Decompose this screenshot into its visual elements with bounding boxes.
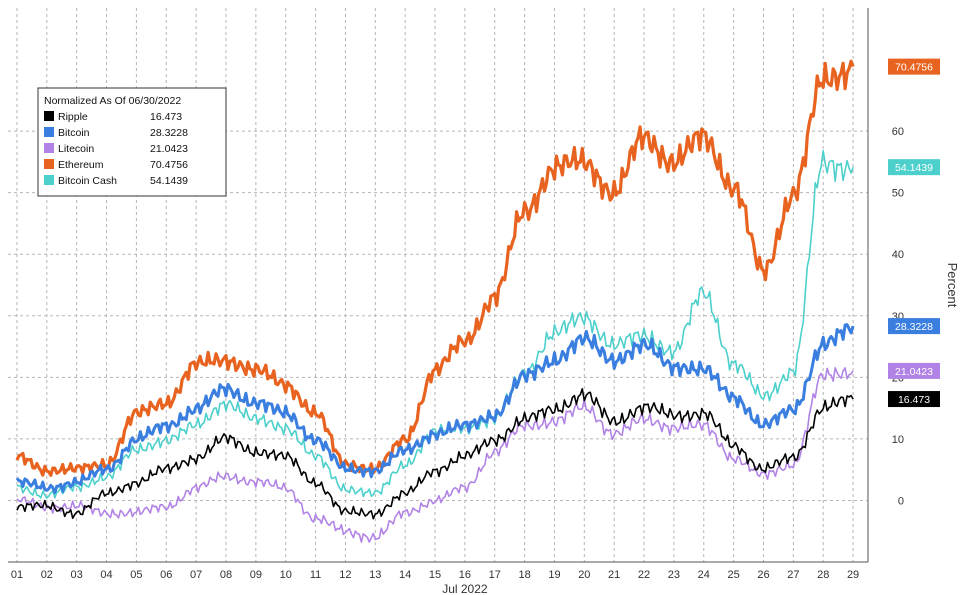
last-value-tag: 16.473 — [888, 391, 940, 408]
x-tick-label: 26 — [757, 569, 769, 581]
legend-item: Bitcoin 28.3228 — [44, 127, 188, 139]
y-axis-title: Percent — [945, 263, 960, 308]
axis-layer — [8, 8, 869, 563]
legend-title: Normalized As Of 06/30/2022 — [44, 95, 181, 107]
legend-item: Ethereum 70.4756 — [44, 159, 188, 171]
last-value-tag-bg — [888, 159, 940, 176]
x-tick-label: 18 — [518, 569, 530, 581]
x-tick-label: 17 — [489, 569, 501, 581]
y-tick-label: 50 — [892, 188, 904, 200]
x-tick-label: 16 — [459, 569, 471, 581]
x-tick-label: 19 — [548, 569, 560, 581]
y-tick-label: 40 — [892, 249, 904, 261]
x-tick-label: 13 — [369, 569, 381, 581]
last-value-tag: 70.4756 — [888, 58, 940, 75]
x-tick-label: 06 — [160, 569, 172, 581]
legend-series-name: Ethereum — [58, 159, 104, 171]
series-line-ethereum — [15, 59, 855, 477]
legend-series-name: Bitcoin Cash — [58, 175, 117, 187]
legend-series-value: 54.1439 — [150, 175, 188, 187]
last-value-tag: 54.1439 — [888, 159, 940, 176]
last-value-tag-bg — [888, 58, 940, 75]
series-line-bitcoin — [15, 323, 855, 495]
legend-swatch — [44, 143, 54, 153]
legend-series-value: 28.3228 — [150, 127, 188, 139]
legend-series-name: Ripple — [58, 111, 88, 123]
x-tick-label: 22 — [638, 569, 650, 581]
x-tick-label: 04 — [100, 569, 112, 581]
legend-box — [37, 87, 227, 197]
x-tick-label: 11 — [310, 569, 321, 581]
x-tick-label: 21 — [608, 569, 620, 581]
x-axis-title: Jul 2022 — [442, 582, 488, 595]
last-value-tag-bg — [888, 391, 940, 408]
x-tick-label: 20 — [578, 569, 590, 581]
legend-series-name: Litecoin — [58, 143, 94, 155]
legend-swatch — [44, 127, 54, 137]
legend-swatch — [44, 159, 54, 169]
x-tick-label: 27 — [787, 569, 799, 581]
last-value-tag-bg — [888, 362, 940, 379]
x-tick-label: 02 — [41, 569, 53, 581]
series-line-litecoin — [16, 366, 854, 543]
legend-swatch — [44, 111, 54, 121]
x-tick-label: 03 — [71, 569, 83, 581]
last-value-label: 16.473 — [898, 394, 930, 406]
x-tick-label: 25 — [728, 569, 740, 581]
x-tick-label: 14 — [399, 569, 411, 581]
last-value-label: 21.0423 — [895, 366, 933, 378]
last-value-label: 70.4756 — [895, 62, 933, 74]
x-tick-label: 08 — [220, 569, 232, 581]
last-value-tag: 21.0423 — [888, 362, 940, 379]
legend-swatch — [44, 175, 54, 185]
last-value-tag-bg — [888, 318, 940, 335]
x-tick-label: 12 — [339, 569, 351, 581]
last-value-tag: 28.3228 — [888, 318, 940, 335]
last-value-label: 28.3228 — [895, 321, 933, 333]
x-tick-label: 01 — [11, 569, 23, 581]
x-tick-label: 28 — [817, 569, 829, 581]
legend-series-value: 21.0423 — [150, 143, 188, 155]
x-tick-label: 29 — [847, 569, 859, 581]
x-tick-label: 07 — [190, 569, 202, 581]
x-tick-label: 05 — [130, 569, 142, 581]
x-tick-label: 24 — [698, 569, 710, 581]
legend-item: Litecoin 21.0423 — [44, 143, 188, 155]
x-tick-label: 09 — [250, 569, 262, 581]
series-line-bitcoin-cash — [16, 149, 854, 499]
x-tick-labels: 01 02 03 04 05 06 07 08 09 10 11 12 13 14 15 16 17 18 19 20… — [11, 569, 859, 581]
y-tick-label: 10 — [892, 434, 904, 446]
legend: Normalized As Of 06/30/2022 Ripple 16.473… — [37, 87, 227, 197]
last-value-label: 54.1439 — [895, 162, 933, 174]
last-value-tags: 16.473 28.3228 21.0423 70.4756 54.1439 — [888, 58, 940, 408]
legend-item: Ripple 16.473 — [44, 111, 182, 123]
series-line-ripple — [16, 387, 854, 520]
legend-item: Bitcoin Cash 54.1439 — [44, 175, 188, 187]
y-tick-label: 60 — [892, 126, 904, 138]
legend-items: Ripple 16.473 Bitcoin 28.3228 Litecoin 21.042… — [44, 111, 188, 187]
x-tick-label: 23 — [668, 569, 680, 581]
series-layer — [15, 59, 855, 543]
legend-series-value: 70.4756 — [150, 159, 188, 171]
x-tick-label: 10 — [280, 569, 292, 581]
legend-series-value: 16.473 — [150, 111, 182, 123]
x-tick-label: 15 — [429, 569, 441, 581]
legend-series-name: Bitcoin — [58, 127, 90, 139]
y-tick-label: 0 — [898, 495, 904, 507]
